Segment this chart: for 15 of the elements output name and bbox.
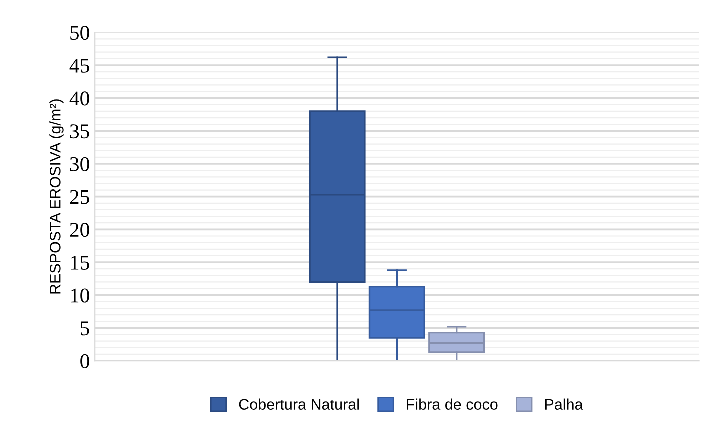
legend-label: Fibra de coco [407, 398, 498, 410]
legend-label: Cobertura Natural [239, 398, 359, 410]
y-tick-label: 35 [70, 124, 90, 139]
y-tick-label: 20 [70, 223, 90, 238]
legend-label: Palha [545, 398, 584, 410]
y-axis-title: RESPOSTA EROSIVA (g/m²) [50, 100, 64, 294]
y-tick-label: 5 [81, 322, 90, 336]
y-tick-label: 45 [70, 58, 90, 73]
y-tick-label: 30 [70, 157, 90, 172]
y-tick-label: 0 [80, 354, 90, 368]
y-tick-label: 50 [70, 26, 90, 40]
y-tick-label: 10 [71, 288, 90, 303]
y-tick-label: 25 [70, 190, 90, 204]
y-tick-label: 15 [71, 256, 90, 270]
y-tick-label: 40 [70, 92, 90, 106]
